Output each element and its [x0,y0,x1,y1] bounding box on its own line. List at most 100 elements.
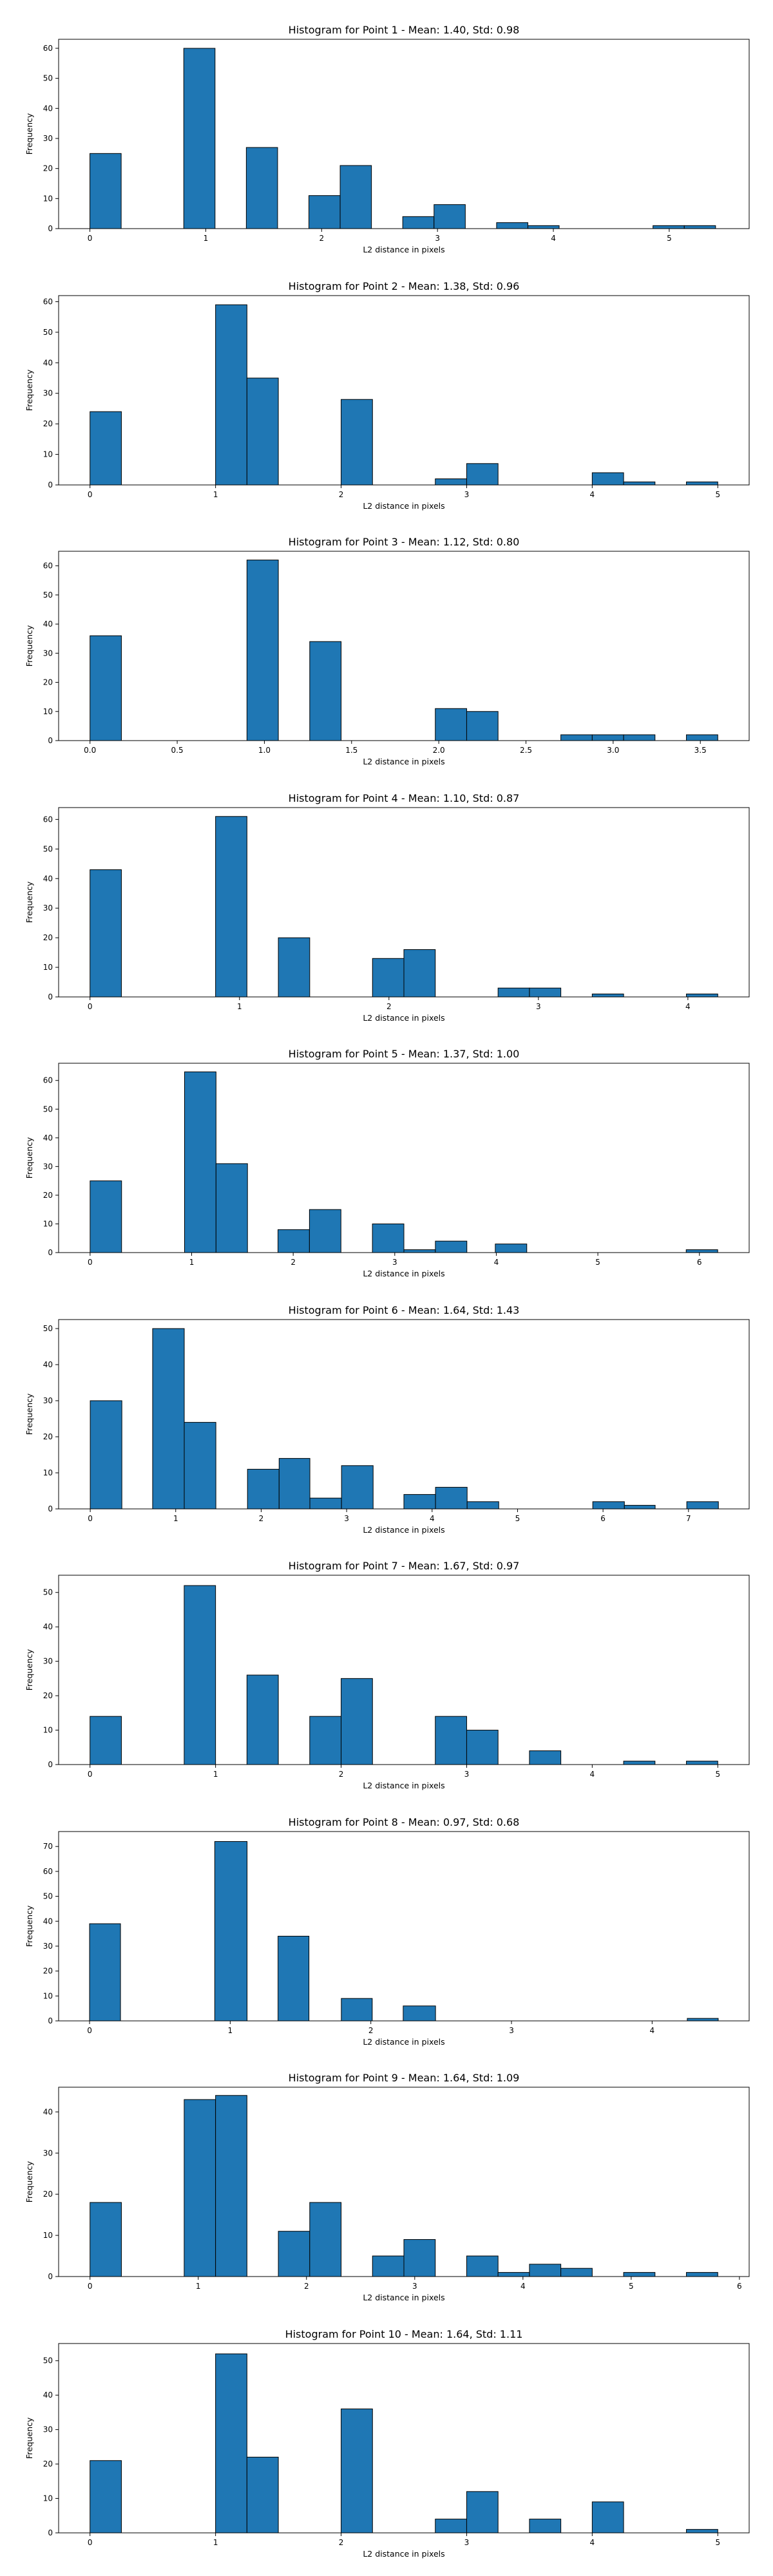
histogram-bar [245,147,278,229]
chart-1: Histogram for Point 1 - Mean: 1.40, Std:… [24,24,750,254]
histogram-bar [592,1501,625,1510]
histogram-bar [686,481,718,486]
histogram-bar [496,222,528,229]
y-tick-label: 40 [43,620,53,629]
plot-frame [58,1831,750,2022]
x-tick-label: 2 [259,1514,264,1523]
histogram-bar [683,225,716,229]
histogram-bar [309,2202,342,2277]
x-tick-label: 5 [629,2282,634,2291]
x-tick-label: 4 [590,490,595,499]
histogram-bar [435,708,467,741]
histogram-bar [686,2529,718,2533]
histogram-bar [686,734,718,741]
histogram-bar [591,2501,624,2533]
x-tick-label: 0 [88,1002,93,1011]
histogram-bar [215,304,247,486]
x-tick-label: 4 [520,2282,526,2291]
y-tick-label: 50 [43,591,53,600]
x-tick-label: 3 [344,1514,349,1523]
y-tick-label: 10 [43,1726,53,1735]
histogram-bar [435,1716,467,1765]
x-tick-label: 7 [686,1514,691,1523]
y-tick-label: 30 [43,134,53,143]
y-tick-label: 10 [43,194,53,203]
histogram-bar [466,463,499,486]
y-tick-label: 40 [43,874,53,883]
x-tick-label: 2 [339,2538,344,2547]
y-tick-label: 60 [43,1867,53,1876]
chart-title: Histogram for Point 4 - Mean: 1.10, Std:… [289,792,520,804]
y-tick-label: 40 [43,1133,53,1142]
histogram-bar [215,1163,248,1253]
y-tick-label: 60 [43,44,53,53]
chart-title: Histogram for Point 2 - Mean: 1.38, Std:… [289,280,520,292]
histogram-bar [90,2460,122,2533]
x-tick-label: 4 [685,1002,691,1011]
histogram-bar [435,478,467,486]
y-axis-label: Frequency [24,2417,34,2459]
histogram-bar [215,816,247,998]
histogram-bar [685,1249,718,1253]
chart-7: Histogram for Point 7 - Mean: 1.67, Std:… [24,1560,750,1790]
y-tick-label: 20 [43,678,53,687]
x-axis-label: L2 distance in pixels [363,2549,444,2559]
y-tick-label: 0 [48,224,53,233]
histogram-bar [90,2202,122,2277]
y-tick-label: 50 [43,844,53,853]
plot-frame [58,2087,750,2277]
histogram-bar [403,949,436,998]
histogram-bar [495,1244,528,1253]
y-tick-label: 60 [43,562,53,571]
histogram-bar [591,734,624,741]
histogram-bar [560,734,593,741]
y-tick-label: 10 [43,707,53,716]
histogram-bar [434,204,466,229]
histogram-bar [624,1504,656,1510]
y-tick-label: 10 [43,2231,53,2240]
x-tick-label: 5 [715,490,720,499]
x-tick-label: 0 [88,1770,93,1779]
y-tick-label: 20 [43,1967,53,1976]
histogram-bar [247,1468,280,1510]
histogram-bar [653,225,685,229]
histogram-bar [278,1935,310,2022]
y-tick-label: 20 [43,419,53,428]
y-tick-label: 30 [43,1162,53,1171]
x-tick-label: 4 [494,1258,499,1267]
histogram-bar [214,1841,248,2022]
x-tick-label: 5 [715,2538,720,2547]
x-tick-label: 0 [88,234,93,243]
histogram-bar [372,1223,405,1253]
x-tick-label: 3 [464,2538,470,2547]
y-tick-label: 20 [43,1432,53,1441]
y-tick-label: 0 [48,480,53,489]
histogram-bar [591,993,624,998]
x-axis-label: L2 distance in pixels [363,245,444,254]
x-axis-label: L2 distance in pixels [363,501,444,511]
y-tick-label: 20 [43,1691,53,1700]
y-tick-label: 60 [43,1076,53,1085]
y-tick-label: 70 [43,1842,53,1851]
y-tick-label: 60 [43,297,53,306]
histogram-bar [90,1400,122,1510]
histogram-bar [435,1240,468,1253]
y-axis-label: Frequency [24,1649,34,1690]
x-tick-label: 0 [88,2538,93,2547]
histogram-bar [90,411,122,486]
plot-frame [58,295,750,486]
histogram-bar [529,2519,562,2533]
histogram-bar [435,2519,467,2533]
y-tick-label: 40 [43,358,53,367]
histogram-bar [246,377,279,486]
x-tick-label: 1 [173,1514,178,1523]
y-tick-label: 0 [48,2272,53,2281]
x-tick-label: 1 [237,1002,242,1011]
x-tick-label: 3 [509,2026,514,2035]
histogram-bar [246,560,279,741]
y-axis-label: Frequency [24,1137,34,1179]
x-axis-label: L2 distance in pixels [363,2037,444,2047]
x-axis-label: L2 distance in pixels [363,1013,444,1023]
plot-frame [58,1319,750,1510]
x-axis-label: L2 distance in pixels [363,2293,444,2302]
